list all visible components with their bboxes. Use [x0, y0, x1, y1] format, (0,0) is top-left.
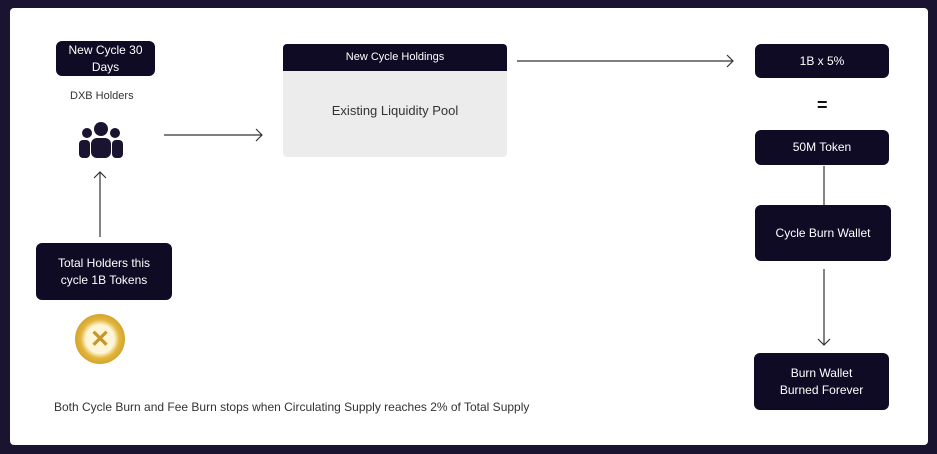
footnote: Both Cycle Burn and Fee Burn stops when …	[54, 400, 530, 414]
pool-label: Existing Liquidity Pool	[331, 103, 459, 118]
holdings-panel: New Cycle Holdings Existing Liquidity Po…	[283, 44, 507, 157]
total-holders-box: Total Holders this cycle 1B Tokens	[36, 243, 172, 300]
new-cycle-box: New Cycle 30 Days	[56, 41, 155, 76]
users-icon	[79, 122, 123, 158]
calc-box: 1B x 5%	[755, 44, 889, 78]
arrow-wallet-to-burn	[817, 269, 831, 346]
cycle-burn-wallet-box: Cycle Burn Wallet	[755, 205, 891, 261]
arrow-holders-to-pool	[164, 128, 263, 142]
arrow-pool-to-calc	[517, 54, 734, 68]
burn-wallet-box: Burn Wallet Burned Forever	[754, 353, 889, 410]
dxb-coin-logo: ✕	[75, 314, 125, 364]
holders-label: DXB Holders	[70, 90, 134, 102]
holdings-header: New Cycle Holdings	[283, 44, 507, 71]
equals-sign: =	[817, 95, 828, 115]
arrow-total-to-holders	[93, 171, 107, 237]
token-box: 50M Token	[755, 130, 889, 165]
